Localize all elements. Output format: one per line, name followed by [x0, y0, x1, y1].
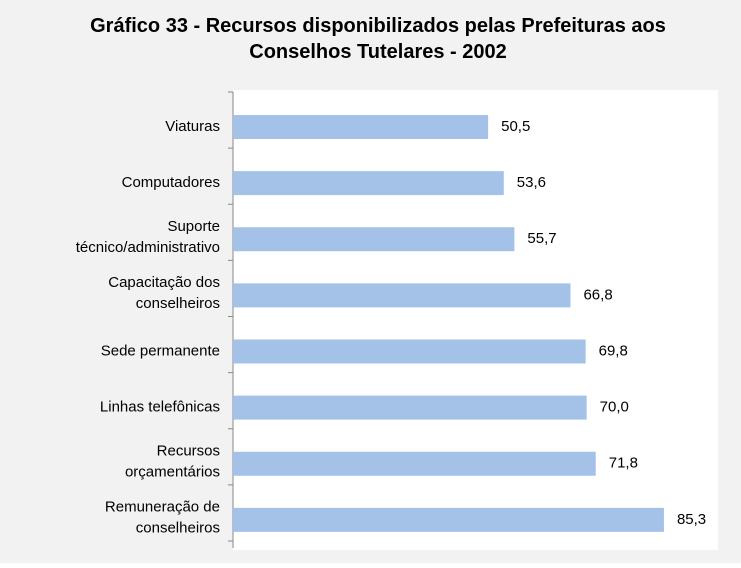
bar [233, 227, 515, 252]
bar [233, 395, 587, 420]
bar [233, 507, 664, 532]
bar [233, 171, 504, 196]
value-label: 71,8 [609, 455, 638, 472]
value-label: 53,6 [517, 174, 546, 191]
y-tick-label: Computadores [122, 174, 220, 191]
y-tick-label: Suporte técnico/administrativo [76, 218, 220, 256]
value-label: 66,8 [583, 286, 612, 303]
y-tick-label: Recursos orçamentários [125, 442, 220, 480]
y-tick-label: Sede permanente [101, 342, 220, 359]
value-label: 69,8 [599, 342, 628, 359]
y-tick-label: Capacitação dos conselheiros [108, 274, 220, 312]
bar [233, 339, 586, 364]
y-tick-label: Viaturas [165, 118, 220, 135]
bar [233, 283, 571, 308]
value-label: 70,0 [600, 399, 629, 416]
bar [233, 115, 489, 139]
value-label: 50,5 [501, 118, 530, 135]
chart-title: Gráfico 33 - Recursos disponibilizados p… [90, 15, 666, 63]
plot-area [233, 90, 718, 550]
value-label: 85,3 [677, 511, 706, 528]
y-tick-label: Remuneração de conselheiros [105, 498, 220, 536]
y-tick-label: Linhas telefônicas [100, 399, 220, 416]
value-label: 55,7 [527, 230, 556, 247]
bar [233, 451, 596, 476]
